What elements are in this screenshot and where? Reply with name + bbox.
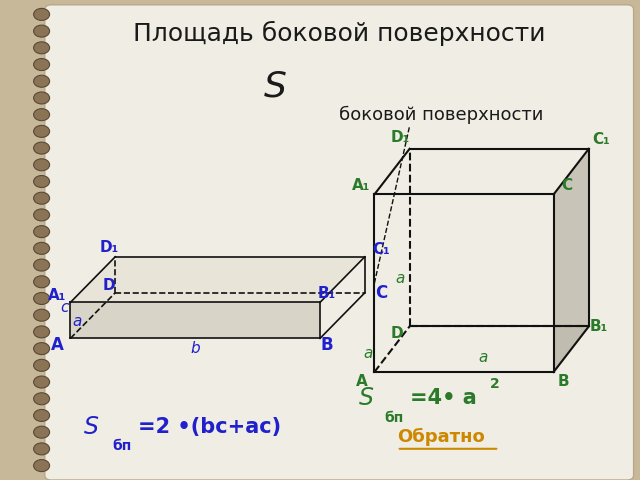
Ellipse shape — [34, 242, 50, 254]
Ellipse shape — [34, 326, 50, 338]
Ellipse shape — [34, 376, 50, 388]
Ellipse shape — [34, 176, 50, 188]
Ellipse shape — [34, 360, 50, 372]
Polygon shape — [374, 194, 554, 372]
Text: a: a — [72, 314, 81, 329]
Ellipse shape — [34, 343, 50, 355]
Ellipse shape — [34, 209, 50, 221]
Ellipse shape — [34, 276, 50, 288]
FancyBboxPatch shape — [45, 5, 634, 480]
Text: Площадь боковой поверхности: Площадь боковой поверхности — [133, 21, 545, 46]
Ellipse shape — [34, 226, 50, 238]
Ellipse shape — [34, 59, 50, 71]
Text: a: a — [396, 271, 404, 286]
Text: B: B — [320, 336, 333, 354]
Text: D₁: D₁ — [390, 130, 410, 144]
Ellipse shape — [34, 309, 50, 321]
Text: D: D — [102, 278, 115, 293]
Ellipse shape — [34, 393, 50, 405]
Ellipse shape — [34, 75, 50, 87]
Text: a: a — [364, 346, 372, 360]
Ellipse shape — [34, 159, 50, 171]
Text: $S$: $S$ — [83, 415, 99, 439]
Ellipse shape — [34, 142, 50, 154]
Text: B₁: B₁ — [589, 319, 607, 334]
Text: B₁: B₁ — [317, 286, 335, 300]
Text: C₁: C₁ — [593, 132, 611, 147]
Ellipse shape — [34, 192, 50, 204]
Polygon shape — [70, 302, 320, 338]
Text: C: C — [374, 284, 387, 301]
Ellipse shape — [34, 426, 50, 438]
Ellipse shape — [34, 108, 50, 120]
Text: $S$: $S$ — [358, 386, 374, 410]
Ellipse shape — [34, 292, 50, 304]
Ellipse shape — [34, 409, 50, 421]
Ellipse shape — [34, 92, 50, 104]
Text: C₁: C₁ — [372, 242, 390, 257]
Text: A: A — [356, 374, 367, 389]
Text: бп: бп — [384, 410, 403, 425]
Text: =2 •(bc+ac): =2 •(bc+ac) — [138, 417, 281, 437]
Text: D₁: D₁ — [99, 240, 118, 255]
Text: S: S — [264, 70, 287, 103]
Ellipse shape — [34, 42, 50, 54]
Text: =4• a: =4• a — [410, 388, 476, 408]
Polygon shape — [554, 149, 589, 372]
Text: бп: бп — [112, 439, 131, 454]
Text: c: c — [60, 300, 68, 315]
Polygon shape — [70, 257, 365, 302]
Text: D: D — [390, 326, 403, 341]
Text: A₁: A₁ — [353, 178, 371, 192]
Text: A₁: A₁ — [49, 288, 67, 303]
Ellipse shape — [34, 125, 50, 137]
Polygon shape — [374, 326, 589, 372]
Text: a: a — [479, 350, 488, 365]
Ellipse shape — [34, 460, 50, 471]
Ellipse shape — [34, 443, 50, 455]
Text: A: A — [51, 336, 64, 354]
Text: боковой поверхности: боковой поверхности — [339, 106, 543, 124]
Ellipse shape — [34, 259, 50, 271]
Text: C: C — [561, 178, 572, 192]
Ellipse shape — [34, 25, 50, 37]
Ellipse shape — [34, 9, 50, 21]
Text: Обратно: Обратно — [397, 428, 484, 446]
Text: B: B — [557, 374, 569, 389]
Text: b: b — [190, 341, 200, 356]
Text: 2: 2 — [490, 377, 499, 391]
